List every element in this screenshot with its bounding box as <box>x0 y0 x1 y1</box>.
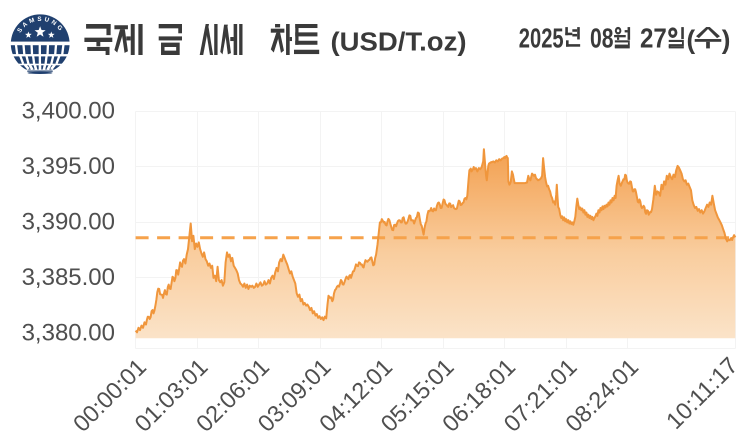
svg-text:3,390.00: 3,390.00 <box>22 208 115 235</box>
svg-text:27: 27 <box>640 23 667 54</box>
svg-text:3,380.00: 3,380.00 <box>22 319 115 346</box>
svg-text:10:11:17: 10:11:17 <box>661 352 743 434</box>
svg-text:): ) <box>722 24 731 54</box>
svg-text:(: ( <box>687 24 696 54</box>
svg-text:08: 08 <box>590 23 614 54</box>
svg-text:3,395.00: 3,395.00 <box>22 153 115 180</box>
svg-text:3,400.00: 3,400.00 <box>22 97 115 124</box>
svg-text:2025: 2025 <box>519 23 564 54</box>
svg-text:3,385.00: 3,385.00 <box>22 264 115 291</box>
svg-text:(USD/T.oz): (USD/T.oz) <box>331 29 467 57</box>
